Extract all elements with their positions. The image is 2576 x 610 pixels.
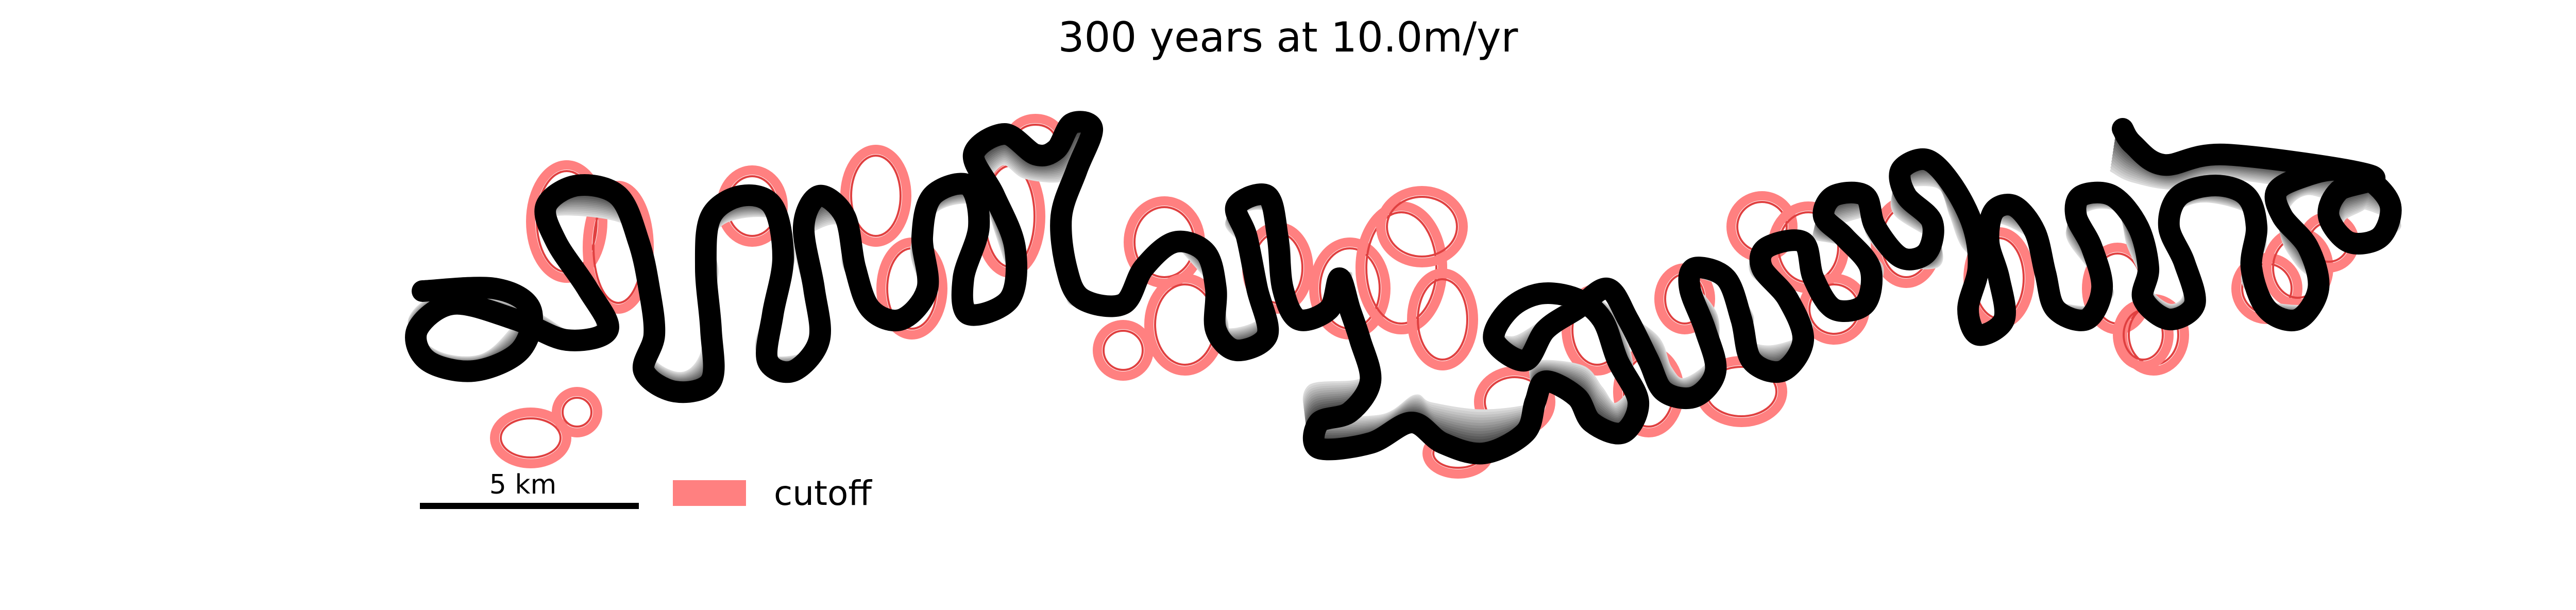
cutoff-loop bbox=[1355, 201, 1447, 334]
cutoff-loop bbox=[840, 145, 911, 247]
cutoff-loop bbox=[1093, 320, 1154, 381]
cutoff-loop bbox=[490, 408, 571, 468]
cutoff-loop-inner bbox=[1386, 196, 1458, 258]
figure-title: 300 years at 10.0m/yr bbox=[1058, 13, 1518, 61]
current-channel bbox=[405, 111, 2402, 465]
current-channel-path bbox=[405, 111, 2402, 465]
cutoff-loop-inner bbox=[1103, 330, 1144, 371]
cutoff-loop bbox=[552, 387, 602, 437]
cutoff-loop-inner bbox=[1365, 211, 1437, 325]
cutoff-loop-inner bbox=[500, 417, 562, 459]
cutoff-loop bbox=[526, 160, 607, 283]
scale-bar: 5 km bbox=[420, 469, 639, 509]
cutoff-loop bbox=[1407, 268, 1478, 370]
cutoff-loop-inner bbox=[1417, 278, 1468, 361]
river-channel-plot bbox=[405, 111, 2402, 479]
scale-bar-label: 5 km bbox=[489, 469, 556, 500]
legend: cutoff bbox=[673, 473, 872, 513]
legend-label-cutoff: cutoff bbox=[774, 473, 872, 513]
cutoff-loop-inner bbox=[850, 155, 902, 237]
legend-swatch-cutoff bbox=[673, 480, 746, 506]
cutoff-loop-inner bbox=[562, 397, 592, 428]
cutoff-loop bbox=[1376, 186, 1468, 267]
